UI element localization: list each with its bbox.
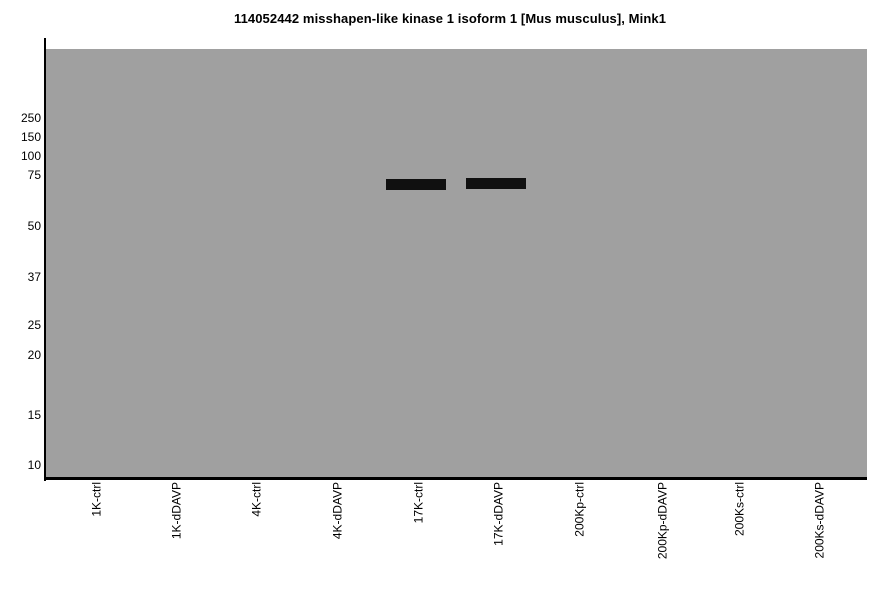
lane-label: 200Kp-ctrl — [572, 482, 587, 537]
lane-label: 17K-ctrl — [411, 482, 426, 524]
mw-marker-label: 100 — [20, 149, 41, 163]
gel-band — [386, 179, 446, 190]
x-axis-line — [44, 477, 867, 480]
mw-marker-label: 10 — [27, 458, 41, 472]
gel-band — [466, 178, 526, 189]
mw-marker-label: 20 — [27, 348, 41, 362]
mw-marker-label: 50 — [27, 219, 41, 233]
lane-label: 4K-ctrl — [249, 482, 264, 517]
mw-marker-label: 37 — [27, 270, 41, 284]
lane-label: 1K-dDAVP — [169, 482, 184, 540]
lane-label: 200Ks-dDAVP — [812, 482, 827, 559]
y-axis-line — [44, 38, 46, 481]
lane-label: 200Ks-ctrl — [732, 482, 747, 537]
mw-marker-label: 250 — [20, 111, 41, 125]
lane-label: 17K-dDAVP — [491, 482, 506, 546]
lane-label: 4K-dDAVP — [330, 482, 345, 540]
mw-marker-label: 25 — [27, 318, 41, 332]
lane-label: 1K-ctrl — [89, 482, 104, 517]
chart-title: 114052442 misshapen-like kinase 1 isofor… — [233, 11, 667, 26]
mw-marker-label: 150 — [20, 130, 41, 144]
mw-marker-label: 15 — [27, 408, 41, 422]
lane-label: 200Kp-dDAVP — [655, 482, 670, 560]
gel-plot-area — [46, 49, 867, 477]
mw-marker-label: 75 — [27, 168, 41, 182]
